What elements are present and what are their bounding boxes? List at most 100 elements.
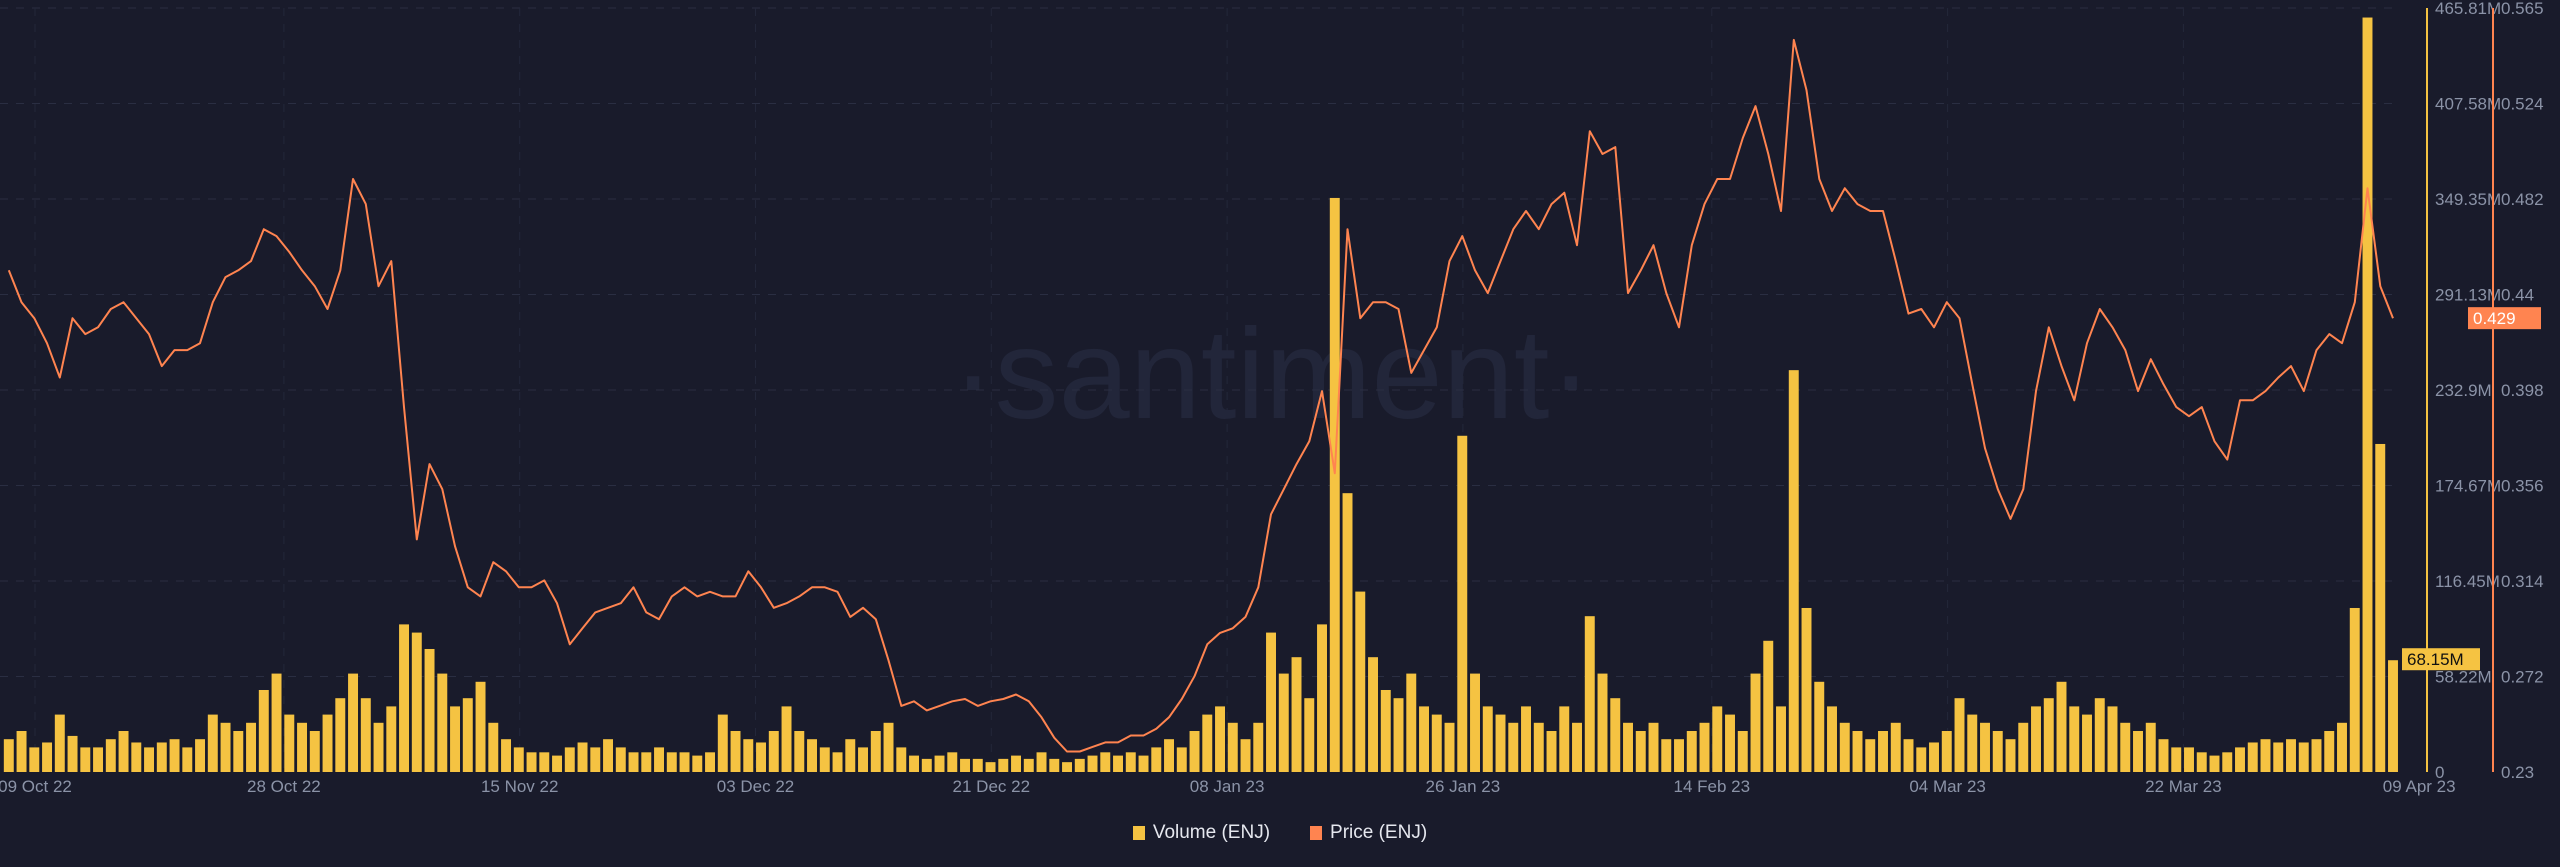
volume-bar bbox=[1023, 758, 1034, 772]
volume-bar bbox=[807, 739, 818, 772]
volume-bar bbox=[1304, 698, 1315, 772]
volume-bar bbox=[284, 714, 295, 772]
volume-bar bbox=[1074, 758, 1085, 772]
volume-bar bbox=[1062, 762, 1073, 772]
x-tick-label: 26 Jan 23 bbox=[1426, 777, 1501, 796]
volume-bar bbox=[1610, 698, 1621, 772]
volume-bar bbox=[144, 747, 155, 772]
volume-bar bbox=[271, 673, 282, 772]
volume-bar bbox=[1801, 607, 1812, 772]
volume-bar bbox=[705, 752, 716, 772]
x-tick-label: 21 Dec 22 bbox=[953, 777, 1031, 796]
volume-bar bbox=[768, 730, 779, 772]
volume-bar bbox=[985, 762, 996, 772]
volume-bar bbox=[641, 752, 652, 772]
volume-bar bbox=[1355, 591, 1366, 772]
volume-bar bbox=[1087, 755, 1098, 772]
volume-bar bbox=[3, 739, 14, 772]
volume-bar bbox=[2133, 730, 2143, 772]
volume-bar bbox=[1929, 742, 1939, 772]
volume-bar bbox=[1725, 714, 1735, 772]
volume-bar bbox=[2375, 443, 2386, 772]
volume-bar bbox=[1419, 706, 1429, 772]
volume-bar bbox=[105, 739, 116, 772]
volume-bar bbox=[233, 730, 244, 772]
volume-bar bbox=[335, 698, 346, 772]
volume-bar bbox=[1215, 706, 1225, 772]
volume-bar bbox=[450, 706, 461, 772]
volume-bar bbox=[322, 714, 333, 772]
price-last-value-badge bbox=[2468, 307, 2541, 330]
volume-bar bbox=[1470, 673, 1480, 772]
volume-bar bbox=[1827, 706, 1837, 772]
volume-bar bbox=[1941, 730, 1952, 772]
volume-bar bbox=[1878, 730, 1888, 772]
legend-item-volume[interactable]: Volume (ENJ) bbox=[1132, 822, 1271, 844]
volume-bar bbox=[1100, 752, 1111, 772]
volume-bar bbox=[960, 758, 971, 772]
volume-bar bbox=[2069, 706, 2080, 772]
volume-bar bbox=[1125, 752, 1136, 772]
x-tick-label: 03 Dec 22 bbox=[717, 777, 795, 796]
volume-bar bbox=[832, 752, 843, 772]
volume-bar bbox=[1380, 689, 1391, 772]
legend-item-price[interactable]: Price (ENJ) bbox=[1310, 822, 1427, 844]
x-tick-label: 15 Nov 22 bbox=[481, 777, 559, 796]
price-tick-label: 0.314 bbox=[2501, 572, 2544, 591]
volume-bar bbox=[1533, 722, 1544, 772]
watermark: ·santiment· bbox=[952, 303, 1592, 446]
volume-bar bbox=[1253, 722, 1264, 772]
volume-bar bbox=[1164, 739, 1174, 772]
volume-bar bbox=[67, 735, 78, 772]
volume-last-value-badge bbox=[2402, 648, 2480, 671]
volume-bar bbox=[1597, 673, 1608, 772]
volume-bar bbox=[1776, 706, 1786, 772]
x-tick-label: 28 Oct 22 bbox=[247, 777, 321, 796]
volume-bar bbox=[1036, 752, 1047, 772]
volume-bar bbox=[2286, 739, 2296, 772]
volume-bar bbox=[373, 722, 384, 772]
volume-bar bbox=[603, 739, 614, 772]
volume-bar bbox=[1572, 722, 1582, 772]
volume-bar bbox=[1329, 197, 1340, 773]
volume-bar bbox=[1699, 722, 1710, 772]
volume-bar bbox=[1559, 706, 1570, 772]
volume-bar bbox=[883, 722, 894, 772]
price-last-value: 0.429 bbox=[2473, 309, 2516, 328]
volume-bar bbox=[1648, 722, 1659, 772]
volume-bar bbox=[399, 624, 410, 772]
volume-bar bbox=[781, 706, 792, 772]
legend-label-volume: Volume (ENJ) bbox=[1152, 822, 1271, 843]
volume-bar bbox=[131, 742, 142, 772]
volume-bar bbox=[870, 730, 881, 772]
volume-bar bbox=[411, 632, 422, 772]
volume-bar bbox=[2388, 660, 2398, 772]
x-tick-label: 22 Mar 23 bbox=[2145, 777, 2222, 796]
volume-bar bbox=[156, 742, 167, 772]
volume-bar bbox=[1763, 640, 1774, 772]
volume-bar bbox=[2235, 747, 2245, 772]
volume-bar bbox=[2209, 755, 2220, 772]
price-tick-label: 0.356 bbox=[2501, 477, 2544, 496]
volume-bar bbox=[258, 689, 269, 772]
volume-bar bbox=[2184, 747, 2194, 772]
x-tick-label: 04 Mar 23 bbox=[1909, 777, 1986, 796]
volume-bar bbox=[972, 758, 983, 772]
volume-bar bbox=[615, 747, 626, 772]
volume-bar bbox=[1903, 739, 1914, 772]
volume-bar bbox=[1623, 722, 1633, 772]
volume-bar bbox=[2222, 752, 2233, 772]
volume-bar bbox=[1393, 698, 1404, 772]
volume-bar bbox=[1266, 632, 1276, 772]
axes: 0 0.23 58.22M 0.272 116.45M 0.314 174.67M 0.356… bbox=[0, 0, 2544, 796]
volume-bar bbox=[1317, 624, 1327, 772]
volume-bar bbox=[1788, 370, 1799, 772]
volume-bar bbox=[1406, 673, 1417, 772]
volume-bar bbox=[1980, 722, 1990, 772]
volume-bar bbox=[947, 752, 958, 772]
volume-bar bbox=[2273, 742, 2284, 772]
volume-bar bbox=[1113, 755, 1123, 772]
volume-tick-label: 58.22M bbox=[2435, 668, 2492, 687]
volume-bar bbox=[717, 714, 728, 772]
volume-bar bbox=[462, 698, 473, 772]
